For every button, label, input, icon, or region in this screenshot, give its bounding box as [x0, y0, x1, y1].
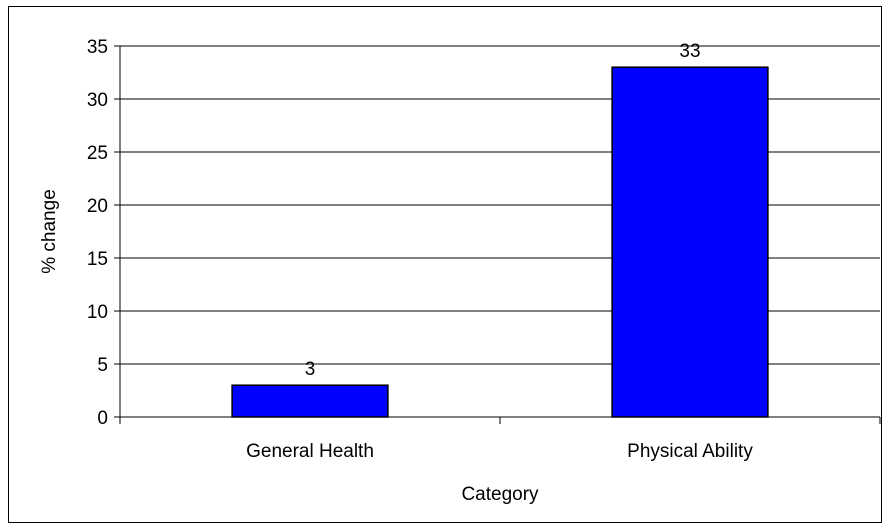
y-tick-label: 35: [87, 37, 108, 58]
y-tick-label: 30: [87, 90, 108, 111]
y-tick-label: 20: [87, 196, 108, 217]
bar-general-health: [231, 384, 389, 418]
y-axis-title: % change: [39, 189, 60, 274]
data-labels: 3 General Health 33 Physical Ability: [246, 41, 753, 462]
x-tick-label: Physical Ability: [627, 441, 753, 462]
y-tick-label: 5: [97, 355, 108, 376]
data-label: 3: [305, 359, 316, 380]
x-axis-title: Category: [461, 484, 539, 505]
bar-physical-ability: [611, 66, 769, 418]
ticks: 0 5 10 15 20 25 30 35: [87, 37, 881, 429]
y-tick-label: 0: [97, 408, 108, 429]
x-tick-label: General Health: [246, 441, 374, 462]
y-tick-label: 10: [87, 302, 108, 323]
data-label: 33: [679, 41, 700, 62]
y-tick-label: 25: [87, 143, 108, 164]
y-tick-label: 15: [87, 249, 108, 270]
bars: [231, 66, 769, 418]
